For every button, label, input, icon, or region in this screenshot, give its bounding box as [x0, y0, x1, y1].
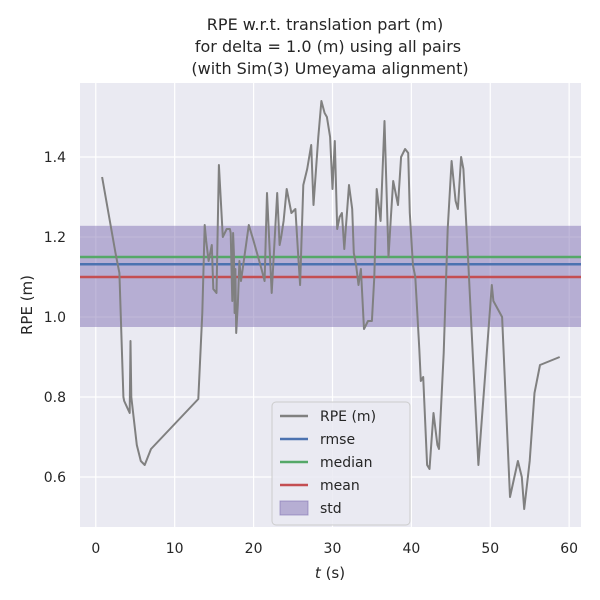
x-axis-label-unit: (s) [321, 564, 345, 582]
x-tick-label: 50 [481, 541, 499, 557]
legend-swatch-std [279, 500, 309, 516]
y-tick-label: 1.2 [44, 230, 66, 246]
rpe-series-line [101, 100, 561, 510]
legend-label: rmse [320, 432, 355, 448]
legend-label: RPE (m) [320, 409, 376, 425]
y-tick-label: 0.8 [44, 390, 66, 406]
x-tick-label: 30 [324, 541, 342, 557]
y-tick-label: 1.0 [44, 310, 66, 326]
y-axis-label: RPE (m) [18, 275, 36, 335]
y-tick-label: 1.4 [44, 150, 66, 166]
legend-box [271, 401, 411, 526]
x-axis-label: t (s) [315, 564, 345, 582]
x-tick-label: 10 [166, 541, 184, 557]
x-axis-label-var: t [315, 564, 322, 582]
legend-label: mean [320, 478, 360, 494]
legend-label: std [320, 501, 342, 517]
x-tick-label: 20 [245, 541, 263, 557]
legend: RPE (m) rmse median mean std [271, 401, 411, 526]
x-axis-ticks: 0 10 20 30 40 50 60 [91, 541, 578, 557]
legend-label: median [320, 455, 372, 471]
chart-title-line-3: (with Sim(3) Umeyama alignment) [191, 59, 468, 78]
x-tick-label: 0 [91, 541, 100, 557]
chart-title-line-2: for delta = 1.0 (m) using all pairs [195, 37, 461, 56]
x-tick-label: 60 [560, 541, 578, 557]
y-axis-ticks: 0.6 0.8 1.0 1.2 1.4 [44, 150, 66, 486]
y-tick-label: 0.6 [44, 470, 66, 486]
x-tick-label: 40 [402, 541, 420, 557]
chart-title-line-1: RPE w.r.t. translation part (m) [207, 15, 443, 34]
chart-title: RPE w.r.t. translation part (m) for delt… [191, 15, 468, 78]
